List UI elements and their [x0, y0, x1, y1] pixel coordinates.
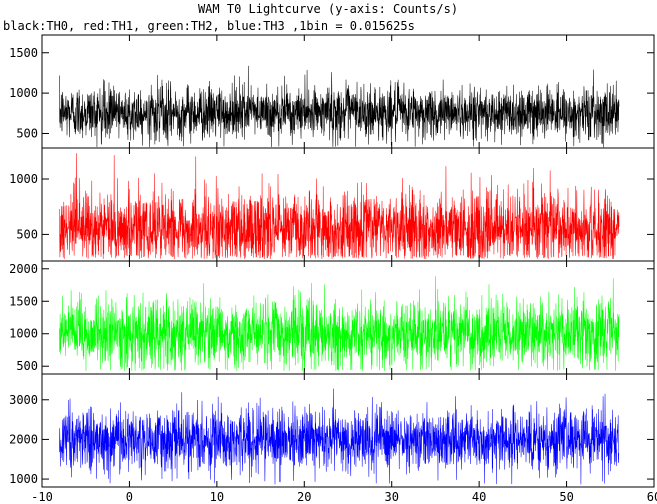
- panel-frame: [41, 373, 655, 488]
- panel-th1: 500 1000: [9, 147, 655, 262]
- panel-th0: 500 1000 1500: [9, 34, 655, 149]
- y-tick-label: 500: [16, 359, 38, 373]
- y-tick-label: 1500: [9, 294, 38, 308]
- chart-subtitle: black:TH0, red:TH1, green:TH2, blue:TH3 …: [3, 19, 415, 33]
- x-tick-label: 0: [126, 490, 133, 504]
- y-tick-label: 1500: [9, 46, 38, 60]
- y-tick-label: 500: [16, 227, 38, 241]
- y-tick-label: 1000: [9, 172, 38, 186]
- y-tick-label: 1000: [9, 472, 38, 486]
- chart-title: WAM T0 Lightcurve (y-axis: Counts/s): [198, 2, 458, 16]
- series-line-th2: [59, 276, 620, 371]
- y-tick-label: 3000: [9, 393, 38, 407]
- x-tick-label: 30: [384, 490, 398, 504]
- x-tick-label: 60: [647, 490, 657, 504]
- x-tick-label: 10: [210, 490, 224, 504]
- series-line-th0: [59, 65, 620, 148]
- panel-th3: 1000 2000 3000: [9, 373, 655, 488]
- y-tick-label: 2000: [9, 432, 38, 446]
- x-tick-label: -10: [31, 490, 53, 504]
- x-tick-label: 40: [472, 490, 486, 504]
- y-tick-label: 1000: [9, 327, 38, 341]
- y-tick-label: 1000: [9, 86, 38, 100]
- x-tick-label: 50: [559, 490, 573, 504]
- y-tick-label: 500: [16, 126, 38, 140]
- panel-th2: 500 1000 1500 2000: [9, 260, 655, 375]
- series-line-th3: [59, 388, 620, 485]
- x-tick-label: 20: [297, 490, 311, 504]
- series-line-th1: [59, 153, 620, 260]
- panels-group: 500 1000 1500 500 1000 500 1000 1500 2000 1000 200…: [9, 34, 655, 488]
- x-axis: -10 0 10 20 30 40 50 60: [31, 490, 657, 504]
- y-tick-label: 2000: [9, 262, 38, 276]
